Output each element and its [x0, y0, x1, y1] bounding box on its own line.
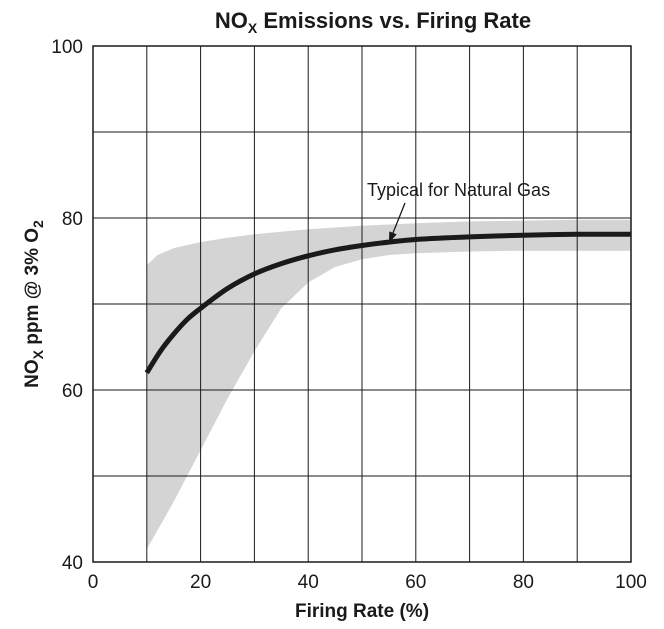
x-tick-label: 0 [88, 572, 99, 593]
series-line-natural-gas [144, 231, 632, 375]
x-tick-label: 80 [513, 572, 534, 593]
plot-frame [92, 45, 632, 563]
annotation-arrowhead [388, 231, 397, 244]
y-tick-label: 80 [62, 209, 83, 230]
y-tick-label: 60 [62, 381, 83, 402]
y-tick-labels: 40 60 80 100 [51, 37, 83, 574]
annotation-natural-gas: Typical for Natural Gas [367, 180, 550, 200]
y-axis-label-s1: X [30, 349, 46, 359]
y-axis-label-s2: 2 [30, 220, 46, 228]
y-tick-label: 100 [51, 37, 83, 58]
x-tick-labels: 0 20 40 60 80 100 [88, 572, 647, 593]
chart-title-rest: Emissions vs. Firing Rate [257, 8, 531, 33]
x-axis-label: Firing Rate (%) [295, 601, 429, 622]
x-tick-label: 60 [405, 572, 426, 593]
chart-title-subscript: X [248, 20, 258, 36]
y-tick-label: 40 [62, 553, 83, 574]
y-axis-label: NOX ppm @ 3% O2 [22, 220, 46, 388]
x-tick-label: 100 [615, 572, 647, 593]
y-axis-label-p2: ppm @ 3% O [22, 228, 43, 350]
x-tick-label: 40 [298, 572, 319, 593]
chart-title-main: NO [215, 8, 248, 33]
y-axis-label-p1: NO [22, 359, 43, 388]
typical-range-band [146, 219, 632, 550]
chart-title: NOX Emissions vs. Firing Rate [215, 8, 531, 36]
x-tick-label: 20 [190, 572, 211, 593]
